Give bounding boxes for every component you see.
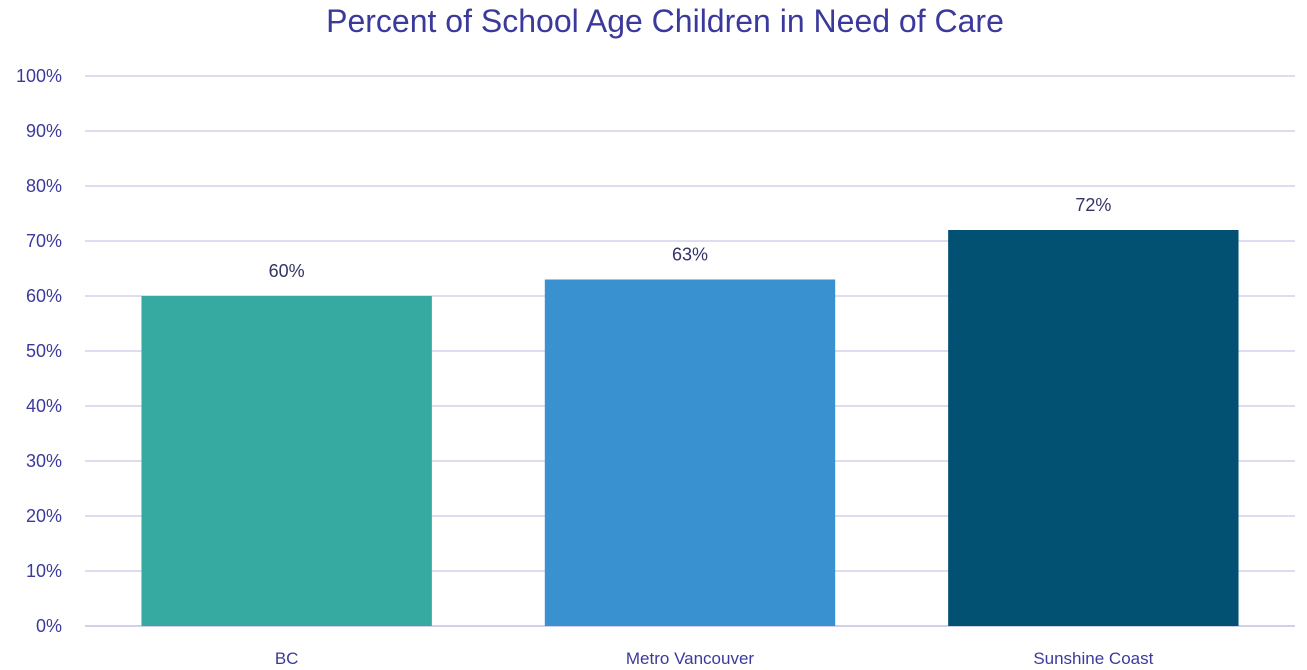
y-tick-label: 80% (26, 176, 62, 196)
y-tick-label: 100% (16, 66, 62, 86)
x-tick-label: Metro Vancouver (626, 649, 755, 668)
y-tick-label: 60% (26, 286, 62, 306)
x-tick-label: Sunshine Coast (1033, 649, 1153, 668)
data-labels: 60% 63% 72% (269, 195, 1112, 281)
data-label: 60% (269, 261, 305, 281)
y-tick-label: 90% (26, 121, 62, 141)
y-tick-label: 20% (26, 506, 62, 526)
y-tick-label: 50% (26, 341, 62, 361)
y-tick-label: 70% (26, 231, 62, 251)
x-tick-label: BC (275, 649, 299, 668)
bar-bc (141, 296, 432, 626)
y-tick-label: 10% (26, 561, 62, 581)
data-label: 63% (672, 245, 708, 265)
y-axis-ticks: 0% 10% 20% 30% 40% 50% 60% 70% 80% 90% 100% (16, 66, 62, 636)
y-tick-label: 30% (26, 451, 62, 471)
bar-sunshine-coast (948, 230, 1239, 626)
data-label: 72% (1075, 195, 1111, 215)
y-tick-label: 0% (36, 616, 62, 636)
chart-title: Percent of School Age Children in Need o… (326, 3, 1004, 39)
x-axis-ticks: BC Metro Vancouver Sunshine Coast (275, 649, 1154, 668)
y-tick-label: 40% (26, 396, 62, 416)
bars (141, 230, 1239, 626)
bar-metro-vancouver (544, 279, 836, 626)
